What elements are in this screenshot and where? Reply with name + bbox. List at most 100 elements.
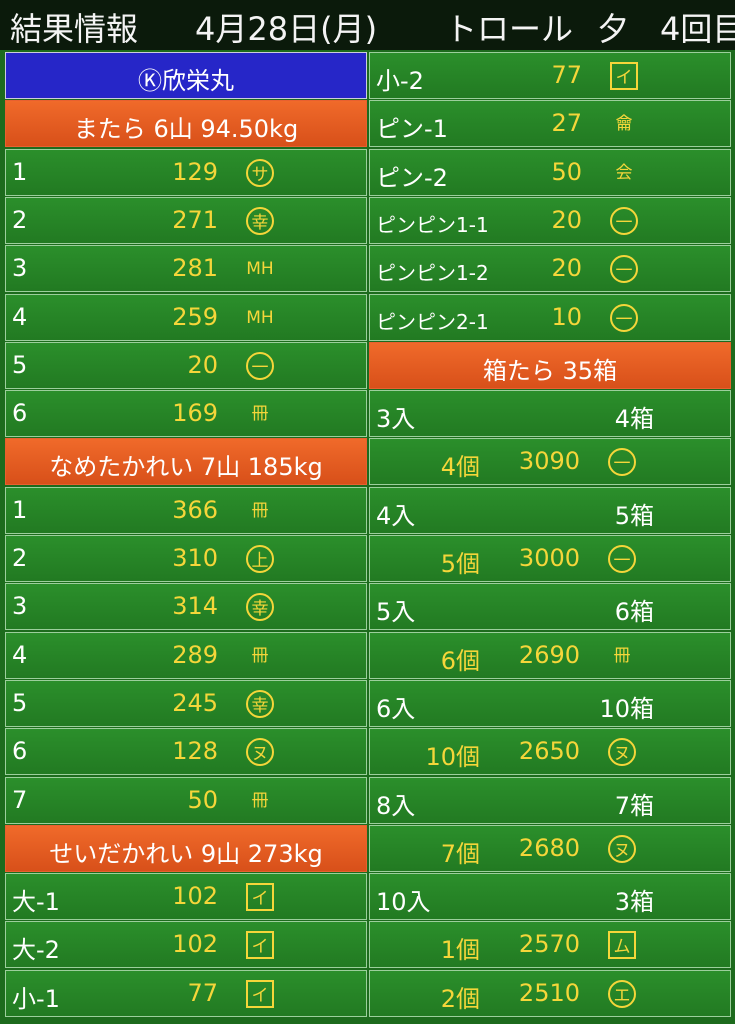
entry-name: 2	[12, 205, 28, 234]
entry-name: 1	[12, 495, 28, 524]
lot-name: 6個	[440, 646, 480, 675]
buyer-mark: イ	[246, 979, 274, 1008]
buyer-mark: 会	[615, 162, 633, 183]
entry-name: 6	[12, 399, 28, 428]
header-title: 結果情報	[10, 10, 139, 48]
row-item: ピン-1 27 龠	[369, 100, 731, 148]
buyer-mark: 上	[246, 545, 274, 573]
count-item: 6入 10箱	[369, 679, 731, 727]
buyer-mark: 一	[610, 255, 638, 284]
row-item: 大-1 102 イ	[5, 873, 367, 921]
box-count: 10箱	[599, 694, 654, 723]
row-item: 3 314 幸	[5, 583, 367, 631]
lot-name: 4個	[440, 453, 480, 482]
buyer-mark: エ	[608, 979, 636, 1008]
price: 2680	[518, 833, 580, 862]
section-label: 箱たら 35箱	[482, 356, 618, 385]
price: 3000	[518, 544, 580, 572]
row-item: 2 310 上	[5, 535, 367, 582]
row-item: 5 20 一	[5, 341, 367, 389]
price: 310	[172, 544, 218, 572]
price: 169	[172, 399, 218, 428]
entry-name: 10入	[376, 888, 431, 917]
entry-name: 3入	[376, 405, 416, 434]
row-item: 1 129 サ	[5, 148, 367, 196]
buyer-mark: ヌ	[608, 738, 636, 767]
header-session: 夕	[597, 10, 630, 48]
price: 20	[551, 254, 582, 283]
buyer-mark: 冊	[251, 404, 269, 425]
price: 3090	[518, 447, 580, 476]
entry-name: ピン-1	[376, 115, 448, 144]
row-item: 6 128 ヌ	[5, 728, 367, 776]
count-item: 4入 5箱	[369, 486, 731, 534]
buyer-mark: ム	[608, 931, 636, 960]
price: 102	[172, 882, 218, 911]
entry-name: 8入	[376, 791, 416, 820]
entry-name: 小-1	[12, 984, 60, 1013]
entry-name: 4	[12, 302, 28, 331]
left-column: Ⓚ欣栄丸 またら 6山 94.50kg 1 129 サ 2 271 幸 3 281 MH 4 259 MH…	[5, 52, 367, 1024]
right-column: 小-2 77 イピン-1 27 龠ピン-2 50 会ピンピン1-1 20 一ピンピン1-2 20 一…	[369, 52, 731, 1024]
row-item: 3 281 MH	[5, 245, 367, 293]
entry-name: 6	[12, 737, 28, 766]
buyer-mark: 冊	[251, 645, 269, 666]
row-item: 5 245 幸	[5, 679, 367, 727]
buyer-mark: 幸	[246, 689, 274, 718]
count-item: 5入 6箱	[369, 583, 731, 631]
price: 129	[172, 157, 218, 186]
price: 20	[551, 205, 582, 234]
buyer-mark: イ	[610, 62, 638, 90]
entry-name: 4	[12, 640, 28, 669]
price: 2570	[518, 930, 580, 959]
row-item: ピンピン1-1 20 一	[369, 196, 731, 244]
box-count: 5箱	[614, 501, 654, 530]
boat-label: Ⓚ欣栄丸	[138, 67, 234, 95]
row-item: 小-1 77 イ	[5, 969, 367, 1017]
price: 50	[187, 785, 218, 814]
row-item: 4 289 冊	[5, 631, 367, 679]
lot-item: 7個 2680 ヌ	[369, 824, 731, 872]
entry-name: 大-1	[12, 888, 60, 917]
lot-item: 10個 2650 ヌ	[369, 728, 731, 776]
price: 77	[187, 978, 218, 1007]
price: 366	[172, 495, 218, 524]
entry-name: ピンピン2-1	[376, 309, 489, 334]
buyer-mark: サ	[246, 158, 274, 187]
entry-name: 1	[12, 157, 28, 186]
section-label: またら 6山 94.50kg	[73, 115, 299, 144]
row-item: 7 50 冊	[5, 776, 367, 824]
entry-name: 4入	[376, 501, 416, 530]
buyer-mark: 冊	[613, 645, 631, 666]
entry-name: 6入	[376, 694, 416, 723]
lot-name: 2個	[440, 984, 480, 1013]
buyer-mark: MH	[246, 259, 274, 280]
buyer-mark: ヌ	[608, 834, 636, 863]
lot-name: 10個	[425, 743, 480, 772]
header-date: 4月28日(月)	[195, 10, 378, 48]
buyer-mark: 冊	[251, 790, 269, 811]
header: 結果情報 4月28日(月) トロール 夕 4回目	[0, 0, 735, 50]
section-label: せいだかれい 9山 273kg	[49, 839, 323, 868]
section-label: なめたかれい 7山 185kg	[49, 453, 323, 482]
buyer-mark: 幸	[246, 593, 274, 622]
lot-name: 5個	[440, 550, 480, 578]
entry-name: ピンピン1-2	[376, 261, 489, 286]
price: 2690	[518, 640, 580, 669]
price: 314	[172, 592, 218, 621]
header-round: 4回目	[660, 10, 735, 48]
box-count: 4箱	[614, 405, 654, 434]
entry-name: 5	[12, 350, 28, 379]
lot-item: 6個 2690 冊	[369, 631, 731, 679]
buyer-mark: イ	[246, 931, 274, 960]
entry-name: 3	[12, 592, 28, 621]
row-item: ピンピン2-1 10 一	[369, 293, 731, 341]
buyer-mark: 一	[610, 303, 638, 332]
buyer-mark: MH	[246, 307, 274, 328]
price: 50	[551, 157, 582, 186]
count-item: 3入 4箱	[369, 390, 731, 438]
row-item: 4 259 MH	[5, 293, 367, 341]
entry-name: 5入	[376, 598, 416, 627]
row-item: ピンピン1-2 20 一	[369, 245, 731, 293]
